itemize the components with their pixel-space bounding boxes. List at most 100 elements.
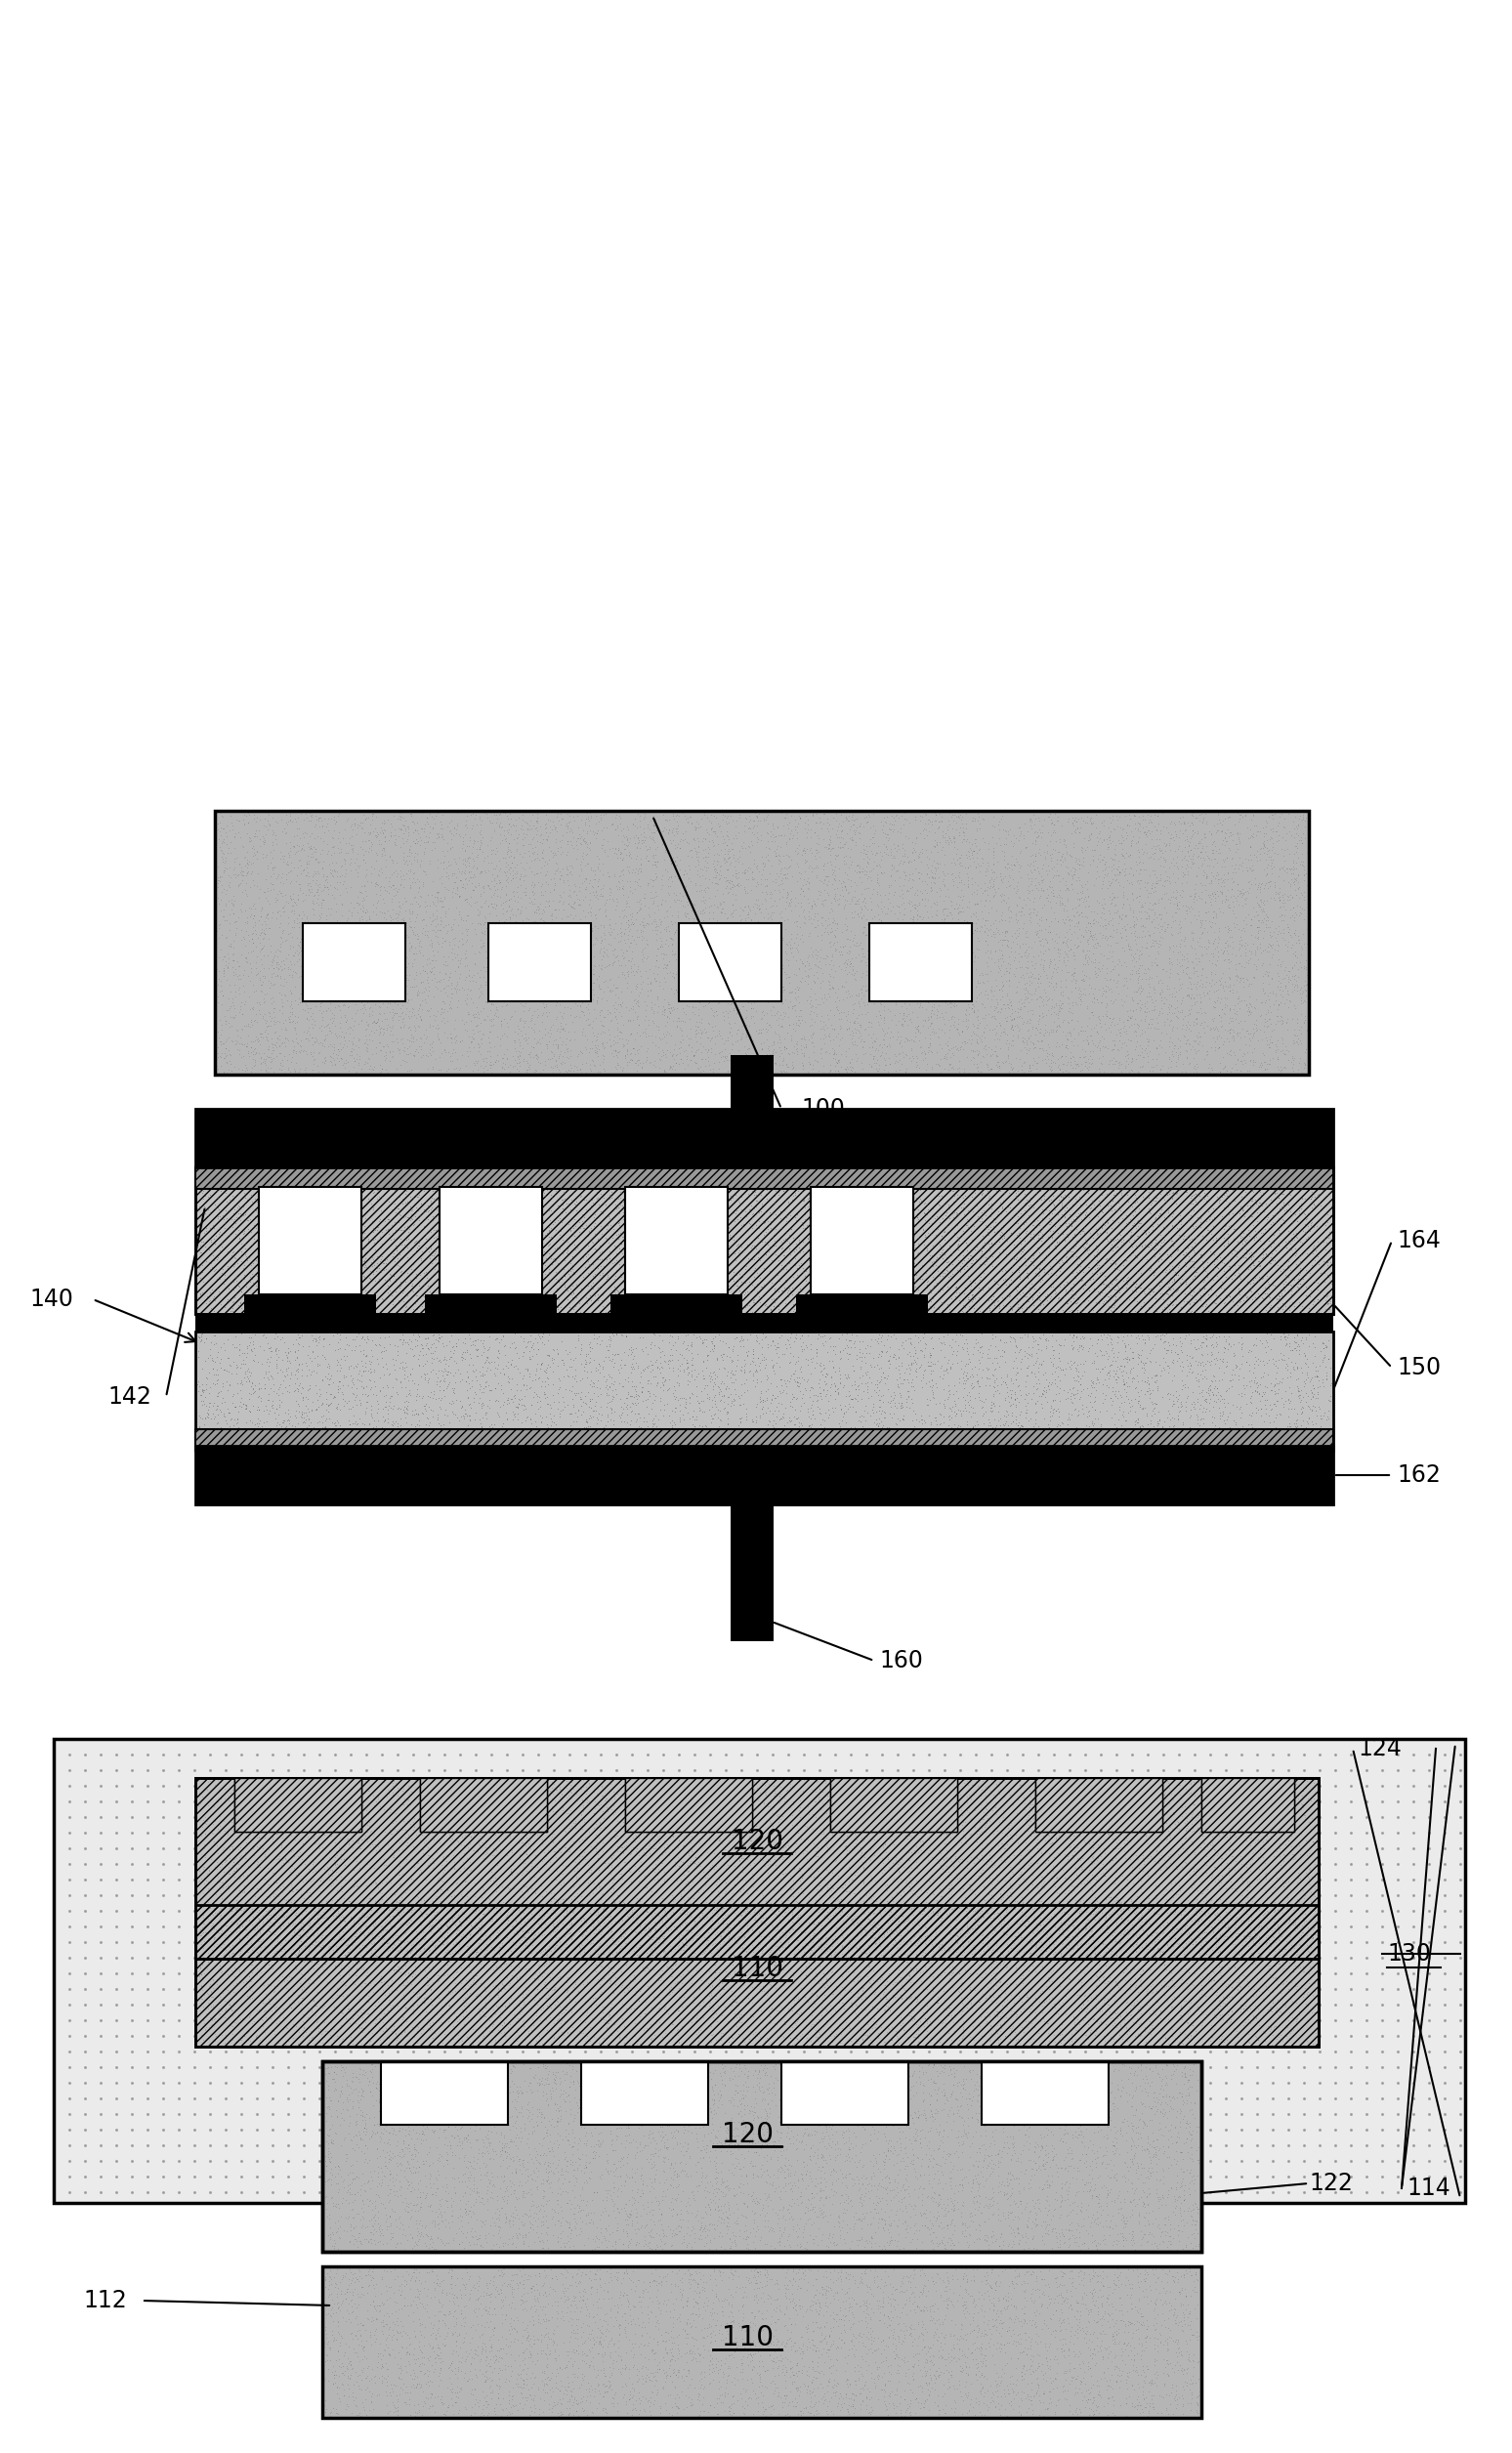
Point [963,2345,987,2384]
Point [1125,1153,1149,1192]
Point [1315,1256,1340,1295]
Point [1202,1234,1226,1273]
Point [322,1030,346,1070]
Point [1058,863,1083,903]
Point [1199,1266,1223,1305]
Point [627,1881,652,1921]
Point [668,2083,692,2122]
Point [434,1835,458,1874]
Point [526,1977,550,2016]
Point [717,1040,741,1079]
Point [373,1921,398,1960]
Point [221,1420,245,1460]
Point [653,1192,677,1231]
Point [726,1425,750,1464]
Point [718,2100,742,2139]
Point [885,1862,909,1901]
Point [671,2389,696,2428]
Point [631,2377,655,2416]
Point [534,1420,558,1460]
Point [1089,1028,1113,1067]
Point [559,1280,584,1320]
Point [302,2011,327,2051]
Point [1243,1933,1267,1972]
Point [936,1187,960,1226]
Point [702,1369,726,1408]
Point [1034,1236,1058,1276]
Point [682,2208,706,2247]
Point [1204,962,1228,1001]
Point [578,1396,602,1435]
Point [1142,1180,1166,1219]
Point [296,1268,321,1307]
Point [1204,812,1228,851]
Point [1099,1320,1123,1359]
Point [552,1357,576,1396]
Point [540,2173,564,2213]
Point [505,1896,529,1935]
Point [1190,1180,1214,1219]
Point [1005,1158,1030,1197]
Point [319,800,343,839]
Point [928,2046,953,2085]
Point [1016,1334,1040,1374]
Point [972,2372,996,2411]
Point [629,1926,653,1965]
Point [343,1285,367,1325]
Point [381,2139,405,2178]
Point [399,2100,423,2139]
Point [1105,1428,1129,1467]
Point [966,1268,990,1307]
Point [325,1413,349,1452]
Point [257,1891,281,1931]
Point [839,2321,863,2360]
Point [520,1847,544,1886]
Point [748,2360,773,2399]
Point [1108,1045,1132,1084]
Point [360,797,384,836]
Point [1080,1403,1104,1442]
Point [1058,851,1083,890]
Point [1296,1234,1320,1273]
Point [859,1187,883,1226]
Point [1161,2139,1185,2178]
Point [904,2122,928,2161]
Point [661,2352,685,2392]
Point [367,2107,392,2146]
Point [761,807,785,846]
Point [959,1266,983,1305]
Point [479,1803,503,1842]
Point [747,1202,771,1241]
Point [839,1921,863,1960]
Point [999,1869,1024,1908]
Point [225,1850,249,1889]
Point [493,2132,517,2171]
Point [1131,2362,1155,2401]
Point [543,1293,567,1332]
Point [705,2338,729,2377]
Point [246,1175,271,1214]
Point [451,1222,475,1261]
Point [213,1867,237,1906]
Point [520,1881,544,1921]
Point [556,2114,581,2154]
Point [594,2392,618,2431]
Point [311,1224,336,1263]
Point [290,1202,314,1241]
Point [602,2323,626,2362]
Point [187,1234,212,1273]
Point [575,1401,599,1440]
Point [1237,1904,1261,1943]
Point [921,908,945,947]
Point [1016,1337,1040,1376]
Point [370,1997,395,2036]
Point [1143,2046,1167,2085]
Point [488,1425,513,1464]
Point [189,1253,213,1293]
Point [692,1276,717,1315]
Point [318,959,342,998]
Point [1108,1793,1132,1832]
Point [804,1847,829,1886]
Point [668,1155,692,1195]
Point [1080,2215,1104,2254]
